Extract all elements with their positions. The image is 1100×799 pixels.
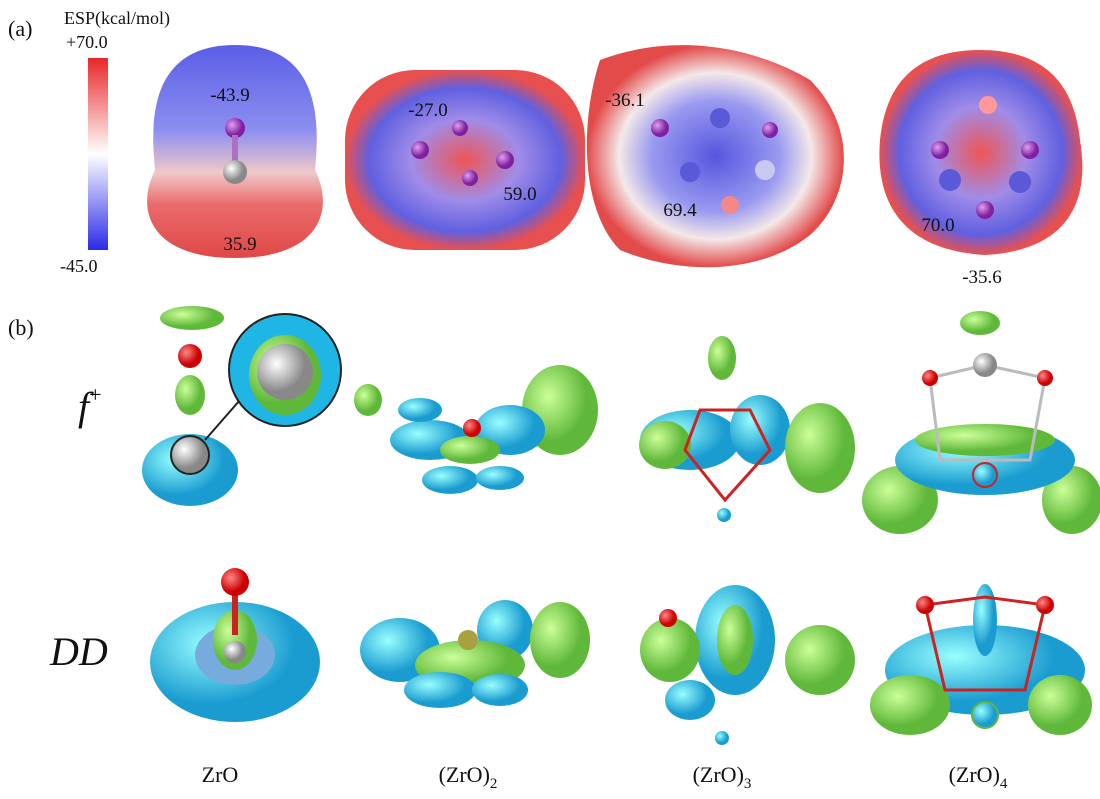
- colorbar-max: +70.0: [66, 32, 108, 52]
- column-label-name: (ZrO): [693, 762, 744, 787]
- column-label: (ZrO)4: [949, 762, 1008, 792]
- panel-label: (a): [8, 16, 32, 41]
- column-label-name: (ZrO): [949, 762, 1000, 787]
- row-label: f+: [78, 382, 102, 429]
- panel-label: (b): [8, 315, 34, 340]
- colorbar-title: ESP(kcal/mol): [64, 8, 170, 29]
- esp-surface: [147, 45, 1083, 268]
- column-label-sub: 3: [744, 776, 752, 792]
- esp-value: -43.9: [210, 85, 250, 106]
- row-label: DD: [49, 629, 108, 674]
- esp-value: 69.4: [663, 200, 697, 221]
- column-label: ZrO: [202, 762, 239, 787]
- esp-value: -36.1: [605, 90, 645, 111]
- column-label: (ZrO)3: [693, 762, 752, 792]
- colorbar: [88, 58, 108, 250]
- column-label-sub: 2: [490, 776, 498, 792]
- esp-value: -27.0: [408, 100, 448, 121]
- column-label: (ZrO)2: [439, 762, 498, 792]
- column-label-sub: 4: [1000, 776, 1008, 792]
- esp-value: 35.9: [223, 234, 256, 255]
- orbital-isosurfaces: [142, 306, 1100, 745]
- column-label-name: (ZrO): [439, 762, 490, 787]
- esp-value: 59.0: [503, 184, 536, 205]
- esp-value: 70.0: [921, 215, 954, 236]
- colorbar-min: -45.0: [60, 256, 98, 276]
- esp-value: -35.6: [962, 267, 1002, 288]
- row-label-sup: +: [89, 382, 101, 407]
